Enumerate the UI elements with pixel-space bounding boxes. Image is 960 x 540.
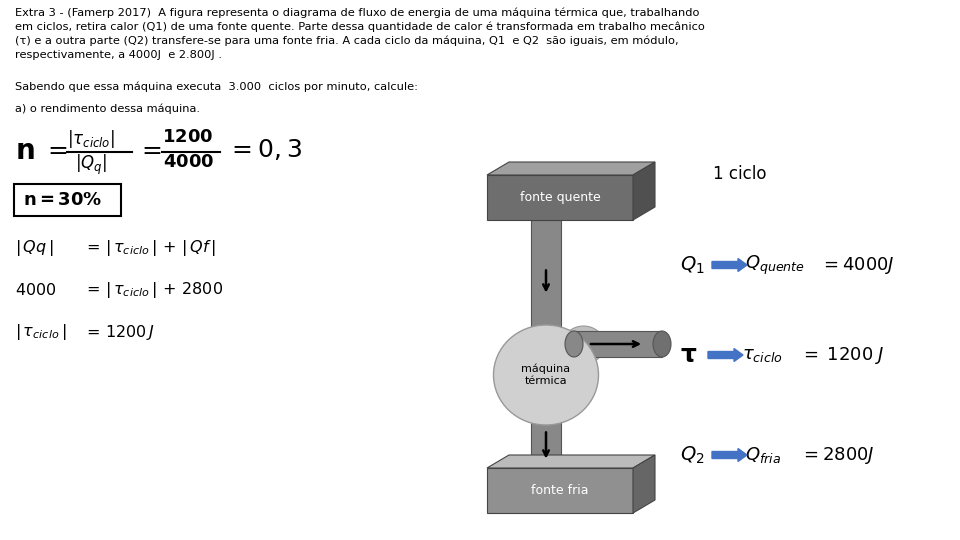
Text: Sabendo que essa máquina executa  3.000  ciclos por minuto, calcule:: Sabendo que essa máquina executa 3.000 c… xyxy=(15,82,418,92)
Polygon shape xyxy=(487,162,655,175)
Text: fonte fria: fonte fria xyxy=(531,484,588,497)
Text: $| \,Qq\, |$: $| \,Qq\, |$ xyxy=(15,238,54,258)
Text: a) o rendimento dessa máquina.: a) o rendimento dessa máquina. xyxy=(15,104,200,114)
Polygon shape xyxy=(487,468,633,513)
Polygon shape xyxy=(487,175,633,220)
Text: $|\, \tau_{ciclo}\, |$: $|\, \tau_{ciclo}\, |$ xyxy=(15,322,66,342)
Text: $|Q_q|$: $|Q_q|$ xyxy=(75,153,108,177)
Ellipse shape xyxy=(565,331,583,357)
Text: em ciclos, retira calor (Q1) de uma fonte quente. Parte dessa quantidade de calo: em ciclos, retira calor (Q1) de uma font… xyxy=(15,22,705,32)
FancyArrow shape xyxy=(712,449,747,462)
Polygon shape xyxy=(633,455,655,513)
Text: $= 2800J$: $= 2800J$ xyxy=(800,444,875,465)
Polygon shape xyxy=(531,419,561,468)
Text: $\tau_{ciclo}$: $\tau_{ciclo}$ xyxy=(742,346,782,364)
Text: $=$: $=$ xyxy=(43,137,68,161)
Text: $Q_{fria}$: $Q_{fria}$ xyxy=(745,445,781,465)
Polygon shape xyxy=(531,220,561,335)
Text: $Q_{quente}$: $Q_{quente}$ xyxy=(745,253,805,276)
Text: $Q_2$: $Q_2$ xyxy=(680,444,705,465)
Text: $= \,|\, \tau_{ciclo}\, | \,+\, 2800$: $= \,|\, \tau_{ciclo}\, | \,+\, 2800$ xyxy=(83,280,223,300)
Text: 1 ciclo: 1 ciclo xyxy=(713,165,767,183)
Text: $= 0,3$: $= 0,3$ xyxy=(227,137,302,162)
Text: $\mathbf{n}$: $\mathbf{n}$ xyxy=(15,137,35,165)
FancyBboxPatch shape xyxy=(14,184,121,216)
FancyArrow shape xyxy=(712,259,747,272)
Text: $Q_1$: $Q_1$ xyxy=(680,254,705,275)
Ellipse shape xyxy=(493,325,598,425)
Text: $=$: $=$ xyxy=(137,137,162,161)
Polygon shape xyxy=(633,162,655,220)
Polygon shape xyxy=(574,331,662,357)
Text: $\mathbf{4000}$: $\mathbf{4000}$ xyxy=(163,153,214,171)
Text: $\mathbf{n = 30\%}$: $\mathbf{n = 30\%}$ xyxy=(23,191,103,209)
FancyArrow shape xyxy=(708,348,743,361)
Text: $= \,1200\, J$: $= \,1200\, J$ xyxy=(83,322,155,341)
Text: $= 4000J$: $= 4000J$ xyxy=(820,254,895,275)
Ellipse shape xyxy=(563,326,605,364)
Text: respectivamente, a 4000J  e 2.800J .: respectivamente, a 4000J e 2.800J . xyxy=(15,50,222,60)
Text: $|\tau_{ciclo}|$: $|\tau_{ciclo}|$ xyxy=(67,128,115,150)
Text: $4000$: $4000$ xyxy=(15,282,57,298)
Text: (τ) e a outra parte (Q2) transfere-se para uma fonte fria. A cada ciclo da máqui: (τ) e a outra parte (Q2) transfere-se pa… xyxy=(15,36,679,46)
Text: $\mathbf{1200}$: $\mathbf{1200}$ xyxy=(162,128,213,146)
Text: máquina
térmica: máquina térmica xyxy=(521,364,570,386)
Text: $\mathbf{\tau}$: $\mathbf{\tau}$ xyxy=(680,343,697,367)
Polygon shape xyxy=(487,455,655,468)
Text: $= \,|\, \tau_{ciclo}\, | \,+\, |\, Qf\,|$: $= \,|\, \tau_{ciclo}\, | \,+\, |\, Qf\,… xyxy=(83,238,216,258)
Ellipse shape xyxy=(653,331,671,357)
Text: fonte quente: fonte quente xyxy=(519,191,600,204)
Text: $= \; 1200 \; J$: $= \; 1200 \; J$ xyxy=(800,345,884,366)
Text: Extra 3 - (Famerp 2017)  A figura representa o diagrama de fluxo de energia de u: Extra 3 - (Famerp 2017) A figura represe… xyxy=(15,8,700,18)
